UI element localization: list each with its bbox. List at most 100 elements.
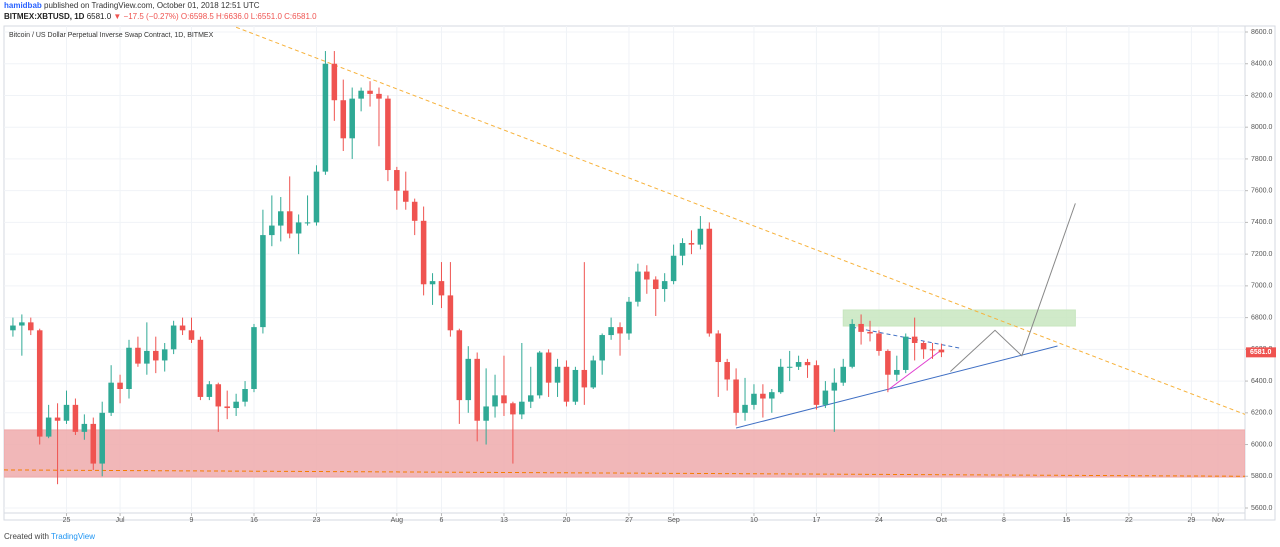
candle-body [161, 349, 168, 361]
candle-body [117, 382, 123, 389]
candle-body [304, 222, 311, 224]
x-tick-label: 16 [250, 517, 258, 524]
candle-body [269, 225, 275, 236]
x-tick-label: 13 [500, 517, 508, 524]
candle-body [804, 362, 811, 366]
candle-body [644, 271, 650, 280]
y-tick-label: 8000.0 [1251, 124, 1273, 131]
candle-body [670, 255, 677, 282]
x-tick-label: Nov [1212, 517, 1225, 524]
candle-body [626, 301, 632, 334]
candle-body [135, 347, 141, 364]
candle-body [536, 352, 543, 396]
candle-body [126, 347, 132, 389]
x-tick-label: 23 [313, 517, 321, 524]
candle-body [822, 390, 829, 405]
candle-body [545, 352, 552, 383]
y-tick-label: 8600.0 [1251, 29, 1273, 36]
axes: 5600.05800.06000.06200.06400.06600.06800… [63, 29, 1276, 524]
candle-body [429, 281, 436, 285]
x-tick-label: 24 [875, 517, 883, 524]
candle-body [295, 222, 302, 234]
candle-body [563, 366, 570, 402]
footer: Created with TradingView [4, 532, 95, 541]
candle-body [251, 327, 257, 389]
candle-body [233, 401, 239, 409]
candle-body [920, 342, 927, 350]
x-tick-label: 29 [1188, 517, 1196, 524]
chart-title: Bitcoin / US Dollar Perpetual Inverse Sw… [9, 32, 214, 39]
candle-body [153, 350, 159, 361]
last-price-box [1246, 347, 1276, 358]
candle-body [929, 349, 936, 351]
candle-body [581, 369, 588, 388]
candle-body [197, 339, 204, 397]
x-tick-label: Sep [667, 517, 680, 524]
candle-body [661, 281, 668, 290]
x-tick-label: Oct [936, 517, 947, 524]
candle-body [679, 243, 686, 256]
author: hamidbab [4, 1, 42, 10]
x-tick-label: 15 [1063, 517, 1071, 524]
candle-body [786, 366, 793, 368]
candle-body [188, 330, 195, 340]
candle-body [849, 323, 855, 367]
x-tick-label: 27 [625, 517, 633, 524]
candle-body [170, 325, 177, 350]
candle-body [572, 369, 579, 402]
candle-body [206, 384, 213, 397]
candle-body [911, 336, 918, 343]
candle-body [90, 423, 97, 464]
candle-body [242, 389, 248, 402]
candle-body [215, 384, 222, 407]
x-tick-label: Jul [116, 517, 125, 524]
candle-body [447, 295, 454, 331]
zone [4, 429, 1245, 478]
candle-body [349, 98, 355, 139]
y-tick-label: 6200.0 [1251, 410, 1273, 417]
candle-body [10, 325, 16, 331]
candle-body [402, 190, 409, 202]
candle-body [617, 327, 623, 334]
y-tick-label: 7600.0 [1251, 188, 1273, 195]
candle-body [28, 322, 34, 331]
candle-body [367, 90, 373, 94]
candle-body [36, 330, 43, 437]
candle-body [760, 393, 766, 399]
symbol-line: BITMEX:XBTUSD, 1D 6581.0 ▼ −17.5 (−0.27%… [4, 12, 317, 21]
candle-body [608, 327, 614, 336]
candle-body [938, 349, 945, 353]
y-tick-label: 5800.0 [1251, 473, 1273, 480]
candle-body [724, 362, 730, 380]
candle-body [63, 404, 70, 421]
candle-body [411, 201, 418, 221]
candle-body [599, 335, 605, 361]
candle-body [385, 98, 391, 171]
candle-body [474, 358, 480, 421]
x-tick-label: Aug [391, 517, 404, 524]
published: published on TradingView.com, October 01… [44, 1, 260, 10]
footer-prefix: Created with [4, 532, 49, 541]
plot-area [4, 26, 1245, 485]
x-tick-label: 25 [63, 517, 71, 524]
x-tick-label: 8 [1002, 517, 1006, 524]
candle-body [777, 366, 784, 393]
candle-body [420, 220, 427, 285]
candle-body [358, 90, 364, 99]
symbol: BITMEX:XBTUSD, 1D [4, 12, 85, 21]
trend-line [235, 26, 1245, 415]
candle-body [742, 404, 748, 413]
candle-body [554, 366, 561, 383]
candle-body [19, 322, 25, 326]
candle-body [322, 63, 329, 172]
header: hamidbab published on TradingView.com, O… [4, 1, 260, 10]
y-tick-label: 8400.0 [1251, 61, 1273, 68]
y-tick-label: 5600.0 [1251, 505, 1273, 512]
candle-body [438, 281, 445, 296]
candle-body [81, 423, 88, 432]
candle-body [179, 325, 186, 331]
last: 6581.0 [87, 12, 112, 21]
candle-body [313, 171, 320, 223]
ohlc: O:6598.5 H:6636.0 L:6551.0 C:6581.0 [181, 12, 317, 21]
candle-body [697, 228, 704, 245]
